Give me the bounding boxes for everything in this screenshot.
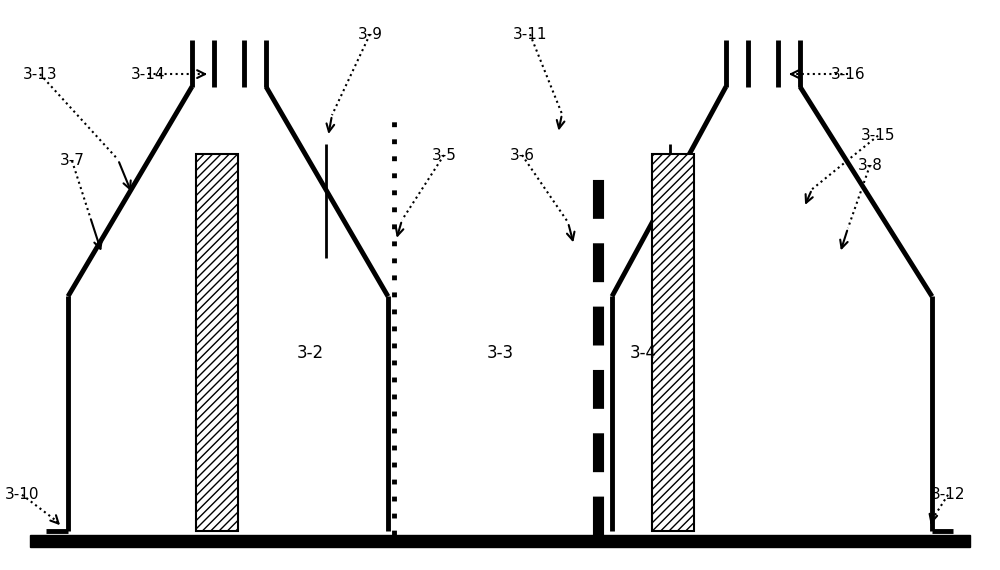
Text: 3-3: 3-3: [486, 344, 514, 363]
Bar: [196, 154, 238, 531]
Text: 3-11: 3-11: [513, 27, 547, 42]
Text: 3-15: 3-15: [861, 128, 895, 143]
Bar: [652, 154, 694, 531]
Text: 3-13: 3-13: [23, 67, 57, 82]
Text: 3-12: 3-12: [931, 487, 965, 502]
Text: 3-2: 3-2: [296, 344, 324, 363]
Text: 3-16: 3-16: [831, 67, 865, 82]
Text: 3-7: 3-7: [60, 153, 84, 168]
Text: 3-10: 3-10: [5, 487, 39, 502]
Bar: [30, 535, 970, 547]
Text: 3-6: 3-6: [510, 148, 534, 162]
Text: 3-14: 3-14: [131, 67, 165, 82]
Text: 3-8: 3-8: [858, 158, 882, 173]
Text: 3-5: 3-5: [432, 148, 456, 162]
Text: 3-9: 3-9: [358, 27, 382, 42]
Text: 3-4: 3-4: [630, 344, 657, 363]
